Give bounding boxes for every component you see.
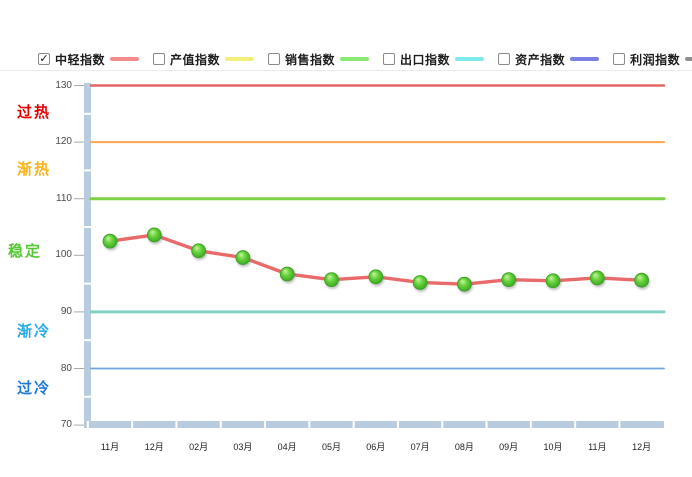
- legend-separator: [0, 70, 692, 71]
- data-point-marker[interactable]: [324, 272, 339, 288]
- x-tick-label: 06月: [366, 442, 386, 452]
- y-tick-label: 120: [55, 136, 72, 148]
- data-point-marker[interactable]: [102, 233, 118, 249]
- x-axis-notch: [396, 421, 399, 428]
- x-tick-label: 02月: [189, 442, 209, 452]
- x-axis-notch: [308, 421, 311, 428]
- y-axis-notch: [84, 395, 91, 398]
- legend-item-2[interactable]: 销售指数: [268, 51, 370, 68]
- zone-label-3: 稳定: [8, 243, 43, 260]
- data-point-marker[interactable]: [634, 272, 649, 288]
- y-axis-bar: [84, 83, 91, 428]
- x-axis-notch: [618, 421, 621, 428]
- legend-swatch-line: [340, 57, 370, 61]
- data-point-marker[interactable]: [368, 269, 384, 285]
- checkbox-icon[interactable]: [498, 53, 511, 65]
- legend-item-3[interactable]: 出口指数: [383, 51, 485, 68]
- checkbox-icon[interactable]: [613, 53, 626, 65]
- data-point-marker[interactable]: [279, 266, 295, 282]
- legend-item-1[interactable]: 产值指数: [153, 51, 255, 68]
- y-tick-label: 90: [60, 305, 72, 317]
- x-axis-notch: [86, 421, 89, 428]
- legend-item-label: 中轻指数: [55, 52, 106, 67]
- data-point-marker[interactable]: [235, 250, 251, 265]
- legend-swatch-line: [570, 57, 600, 61]
- x-axis-notch: [131, 421, 134, 428]
- y-tick-label: 130: [55, 79, 72, 91]
- legend-item-label: 销售指数: [285, 52, 336, 67]
- x-axis-notch: [441, 421, 444, 428]
- legend-item-label: 利润指数: [630, 52, 681, 67]
- x-axis-notch: [574, 421, 577, 428]
- data-point-marker[interactable]: [146, 227, 162, 243]
- x-tick-label: 03月: [233, 442, 253, 452]
- x-axis-notch: [219, 421, 222, 428]
- x-tick-label: 07月: [410, 442, 430, 452]
- y-axis-notch: [84, 112, 91, 115]
- legend-item-label: 出口指数: [400, 52, 451, 67]
- legend-item-label: 产值指数: [170, 52, 221, 67]
- data-point-marker[interactable]: [412, 275, 428, 290]
- x-tick-label: 08月: [454, 442, 474, 452]
- y-tick-label: 70: [60, 419, 72, 431]
- legend: ✓ 中轻指数 产值指数 销售指数 出口指数 资产指数 利润指数: [38, 48, 692, 70]
- x-tick-label: 09月: [499, 442, 519, 452]
- data-point-marker[interactable]: [545, 273, 561, 289]
- checkbox-icon[interactable]: [383, 53, 396, 65]
- data-point-marker[interactable]: [191, 243, 207, 259]
- zone-label-1: 过热: [17, 104, 52, 121]
- legend-item-5[interactable]: 利润指数: [613, 51, 692, 68]
- data-point-marker[interactable]: [456, 276, 472, 292]
- x-tick-label: 11月: [100, 442, 120, 452]
- x-tick-label: 04月: [277, 442, 297, 452]
- zone-label-2: 渐热: [17, 161, 52, 178]
- x-tick-label: 10月: [543, 442, 563, 452]
- legend-item-label: 资产指数: [515, 52, 566, 67]
- x-axis-notch: [485, 421, 488, 428]
- y-tick-label: 80: [60, 362, 72, 374]
- legend-swatch-line: [225, 57, 255, 61]
- legend-item-0[interactable]: ✓ 中轻指数: [38, 51, 140, 68]
- zone-label-4: 渐冷: [17, 323, 52, 340]
- x-axis-notch: [175, 421, 178, 428]
- x-tick-label: 12月: [144, 442, 164, 452]
- checkbox-icon[interactable]: [268, 53, 281, 65]
- y-axis-notch: [84, 339, 91, 342]
- data-point-marker[interactable]: [589, 270, 605, 286]
- legend-swatch-line: [685, 57, 692, 61]
- legend-swatch-line: [455, 57, 485, 61]
- x-axis-notch: [352, 421, 355, 428]
- x-axis-notch: [264, 421, 267, 428]
- checkbox-icon[interactable]: [153, 53, 166, 65]
- legend-swatch-line: [110, 57, 140, 61]
- legend-item-4[interactable]: 资产指数: [498, 51, 600, 68]
- x-tick-label: 12月: [632, 442, 652, 452]
- x-axis-notch: [529, 421, 532, 428]
- y-tick-label: 110: [56, 192, 72, 204]
- y-axis-notch: [84, 226, 91, 228]
- y-axis-notch: [84, 282, 91, 285]
- y-axis-notch: [84, 169, 91, 172]
- data-point-marker[interactable]: [501, 272, 517, 288]
- zone-label-5: 过冷: [17, 380, 52, 397]
- checkbox-checked-icon[interactable]: ✓: [38, 52, 50, 65]
- x-tick-label: 05月: [321, 442, 341, 452]
- x-axis-bar: [84, 421, 664, 428]
- x-tick-label: 11月: [588, 442, 607, 452]
- y-tick-label: 100: [55, 249, 72, 261]
